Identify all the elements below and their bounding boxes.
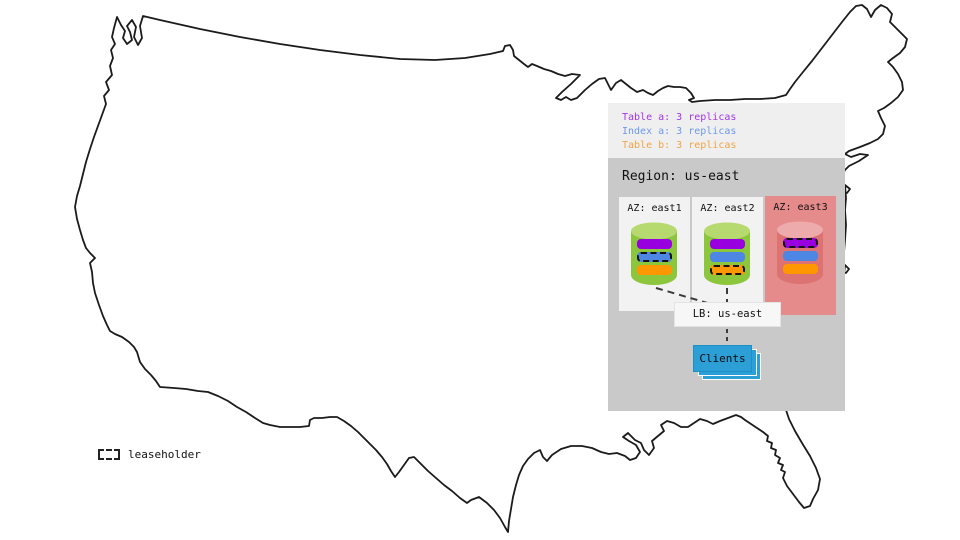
az-east1-label: AZ: east1 bbox=[627, 203, 682, 214]
replica-table-a bbox=[637, 239, 672, 249]
clients-label: Clients bbox=[693, 345, 752, 372]
legend-item-table-b: Table b: 3 replicas bbox=[622, 140, 737, 151]
leaseholder-legend: leaseholder bbox=[98, 448, 201, 461]
az-east3-label: AZ: east3 bbox=[773, 202, 828, 213]
az-east3: AZ: east3 bbox=[765, 196, 836, 315]
region-title: Region: us-east bbox=[622, 169, 740, 184]
replica-legend: Table a: 3 replicas Index a: 3 replicas … bbox=[608, 103, 845, 158]
cylinder-top bbox=[631, 222, 677, 240]
replica-index-a bbox=[710, 252, 745, 262]
az-east2-label: AZ: east2 bbox=[700, 203, 755, 214]
clients-box: Clients bbox=[693, 345, 761, 380]
az-east2: AZ: east2 bbox=[692, 197, 763, 311]
replica-index-a bbox=[783, 251, 818, 261]
replica-index-a-leaseholder bbox=[637, 252, 672, 262]
leaseholder-swatch-icon bbox=[98, 449, 120, 460]
legend-item-index-a: Index a: 3 replicas bbox=[622, 126, 737, 137]
replica-table-b-leaseholder bbox=[710, 265, 745, 275]
cylinder-top bbox=[777, 221, 823, 239]
load-balancer: LB: us-east bbox=[674, 302, 781, 327]
az-east1: AZ: east1 bbox=[619, 197, 690, 311]
replica-table-b bbox=[637, 265, 672, 275]
replica-table-a-leaseholder bbox=[783, 238, 818, 248]
replica-table-b bbox=[783, 264, 818, 274]
cylinder-top bbox=[704, 222, 750, 240]
replica-table-a bbox=[710, 239, 745, 249]
us-map-path bbox=[74, 4, 908, 533]
legend-item-table-a: Table a: 3 replicas bbox=[622, 112, 737, 123]
leaseholder-label: leaseholder bbox=[128, 448, 201, 461]
region-panel: Region: us-east AZ: east1 AZ: east2 AZ: … bbox=[608, 158, 845, 411]
